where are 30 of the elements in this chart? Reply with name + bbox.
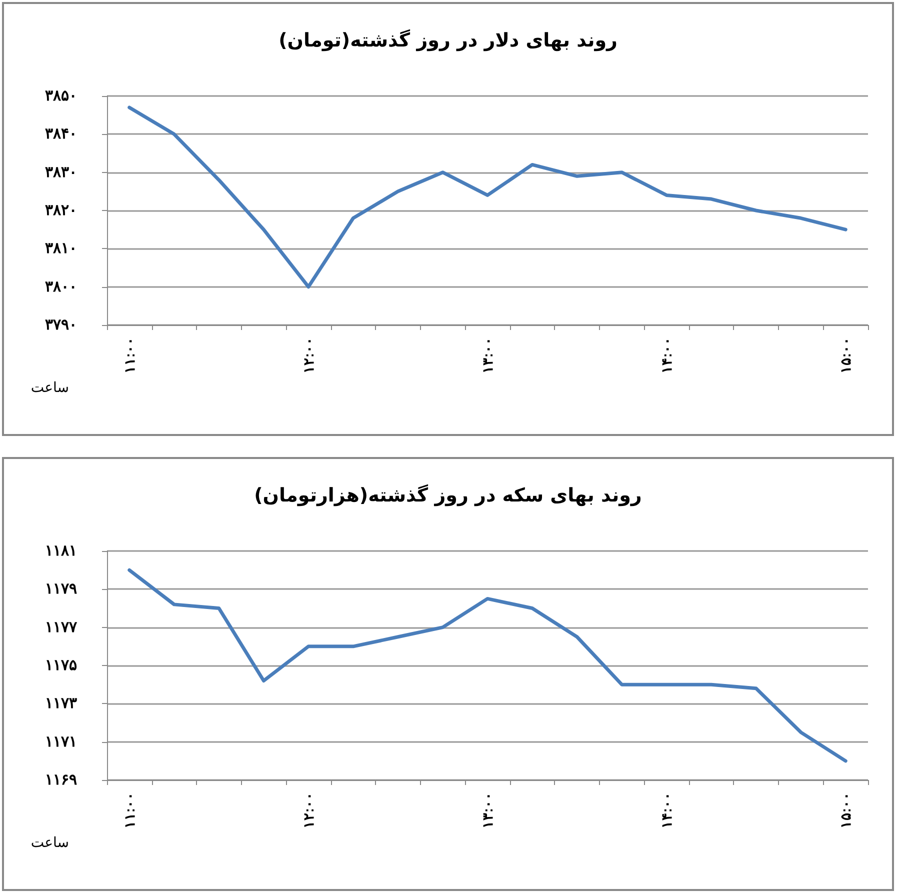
y-tick-label: ۳۸۵۰ — [45, 88, 77, 104]
y-tick-label: ۳۸۳۰ — [45, 164, 77, 181]
x-tick-label: ۱۱:۰۰ — [121, 337, 138, 374]
y-tick-label: ۱۱۷۵ — [45, 657, 77, 674]
y-tick-label: ۱۱۷۱ — [45, 733, 77, 750]
x-axis-title: ساعت — [30, 380, 69, 396]
line-series — [128, 106, 848, 289]
line-series — [128, 568, 848, 763]
chart-title: روند بهای دلار در روز گذشته(تومان) — [278, 28, 618, 52]
x-tick-label: ۱۴:۰۰ — [658, 792, 675, 829]
x-tick-label: ۱۵:۰۰ — [838, 792, 854, 829]
y-tick-label: ۱۱۷۳ — [45, 695, 77, 712]
y-tick-label: ۳۷۹۰ — [45, 316, 77, 334]
y-tick-label: ۳۸۱۰ — [45, 240, 77, 258]
y-tick-label: ۳۸۴۰ — [45, 126, 77, 143]
y-tick-label: ۱۱۶۹ — [45, 772, 77, 788]
y-tick-label: ۳۸۰۰ — [45, 278, 77, 296]
x-tick-label: ۱۲:۰۰ — [300, 792, 316, 829]
x-axis-title: ساعت — [30, 835, 69, 851]
y-tick-label: ۱۱۷۹ — [45, 580, 77, 598]
x-tick-label: ۱۳:۰۰ — [480, 792, 496, 829]
y-tick-label: ۱۱۸۱ — [45, 542, 77, 560]
y-tick-label: ۳۸۲۰ — [45, 202, 77, 219]
x-tick-label: ۱۴:۰۰ — [658, 337, 675, 374]
chart-title: روند بهای سکه در روز گذشته(هزارتومان) — [254, 484, 642, 506]
x-tick-label: ۱۵:۰۰ — [838, 337, 854, 374]
x-tick-label: ۱۲:۰۰ — [300, 337, 316, 374]
x-tick-label: ۱۱:۰۰ — [121, 792, 138, 829]
x-tick-label: ۱۳:۰۰ — [480, 337, 496, 374]
y-tick-label: ۱۱۷۷ — [45, 618, 78, 636]
